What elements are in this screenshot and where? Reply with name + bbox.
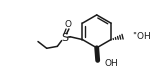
Text: ''OH: ''OH bbox=[132, 32, 151, 41]
Text: OH: OH bbox=[104, 59, 118, 68]
Text: O: O bbox=[65, 20, 72, 29]
Text: S: S bbox=[61, 33, 69, 43]
